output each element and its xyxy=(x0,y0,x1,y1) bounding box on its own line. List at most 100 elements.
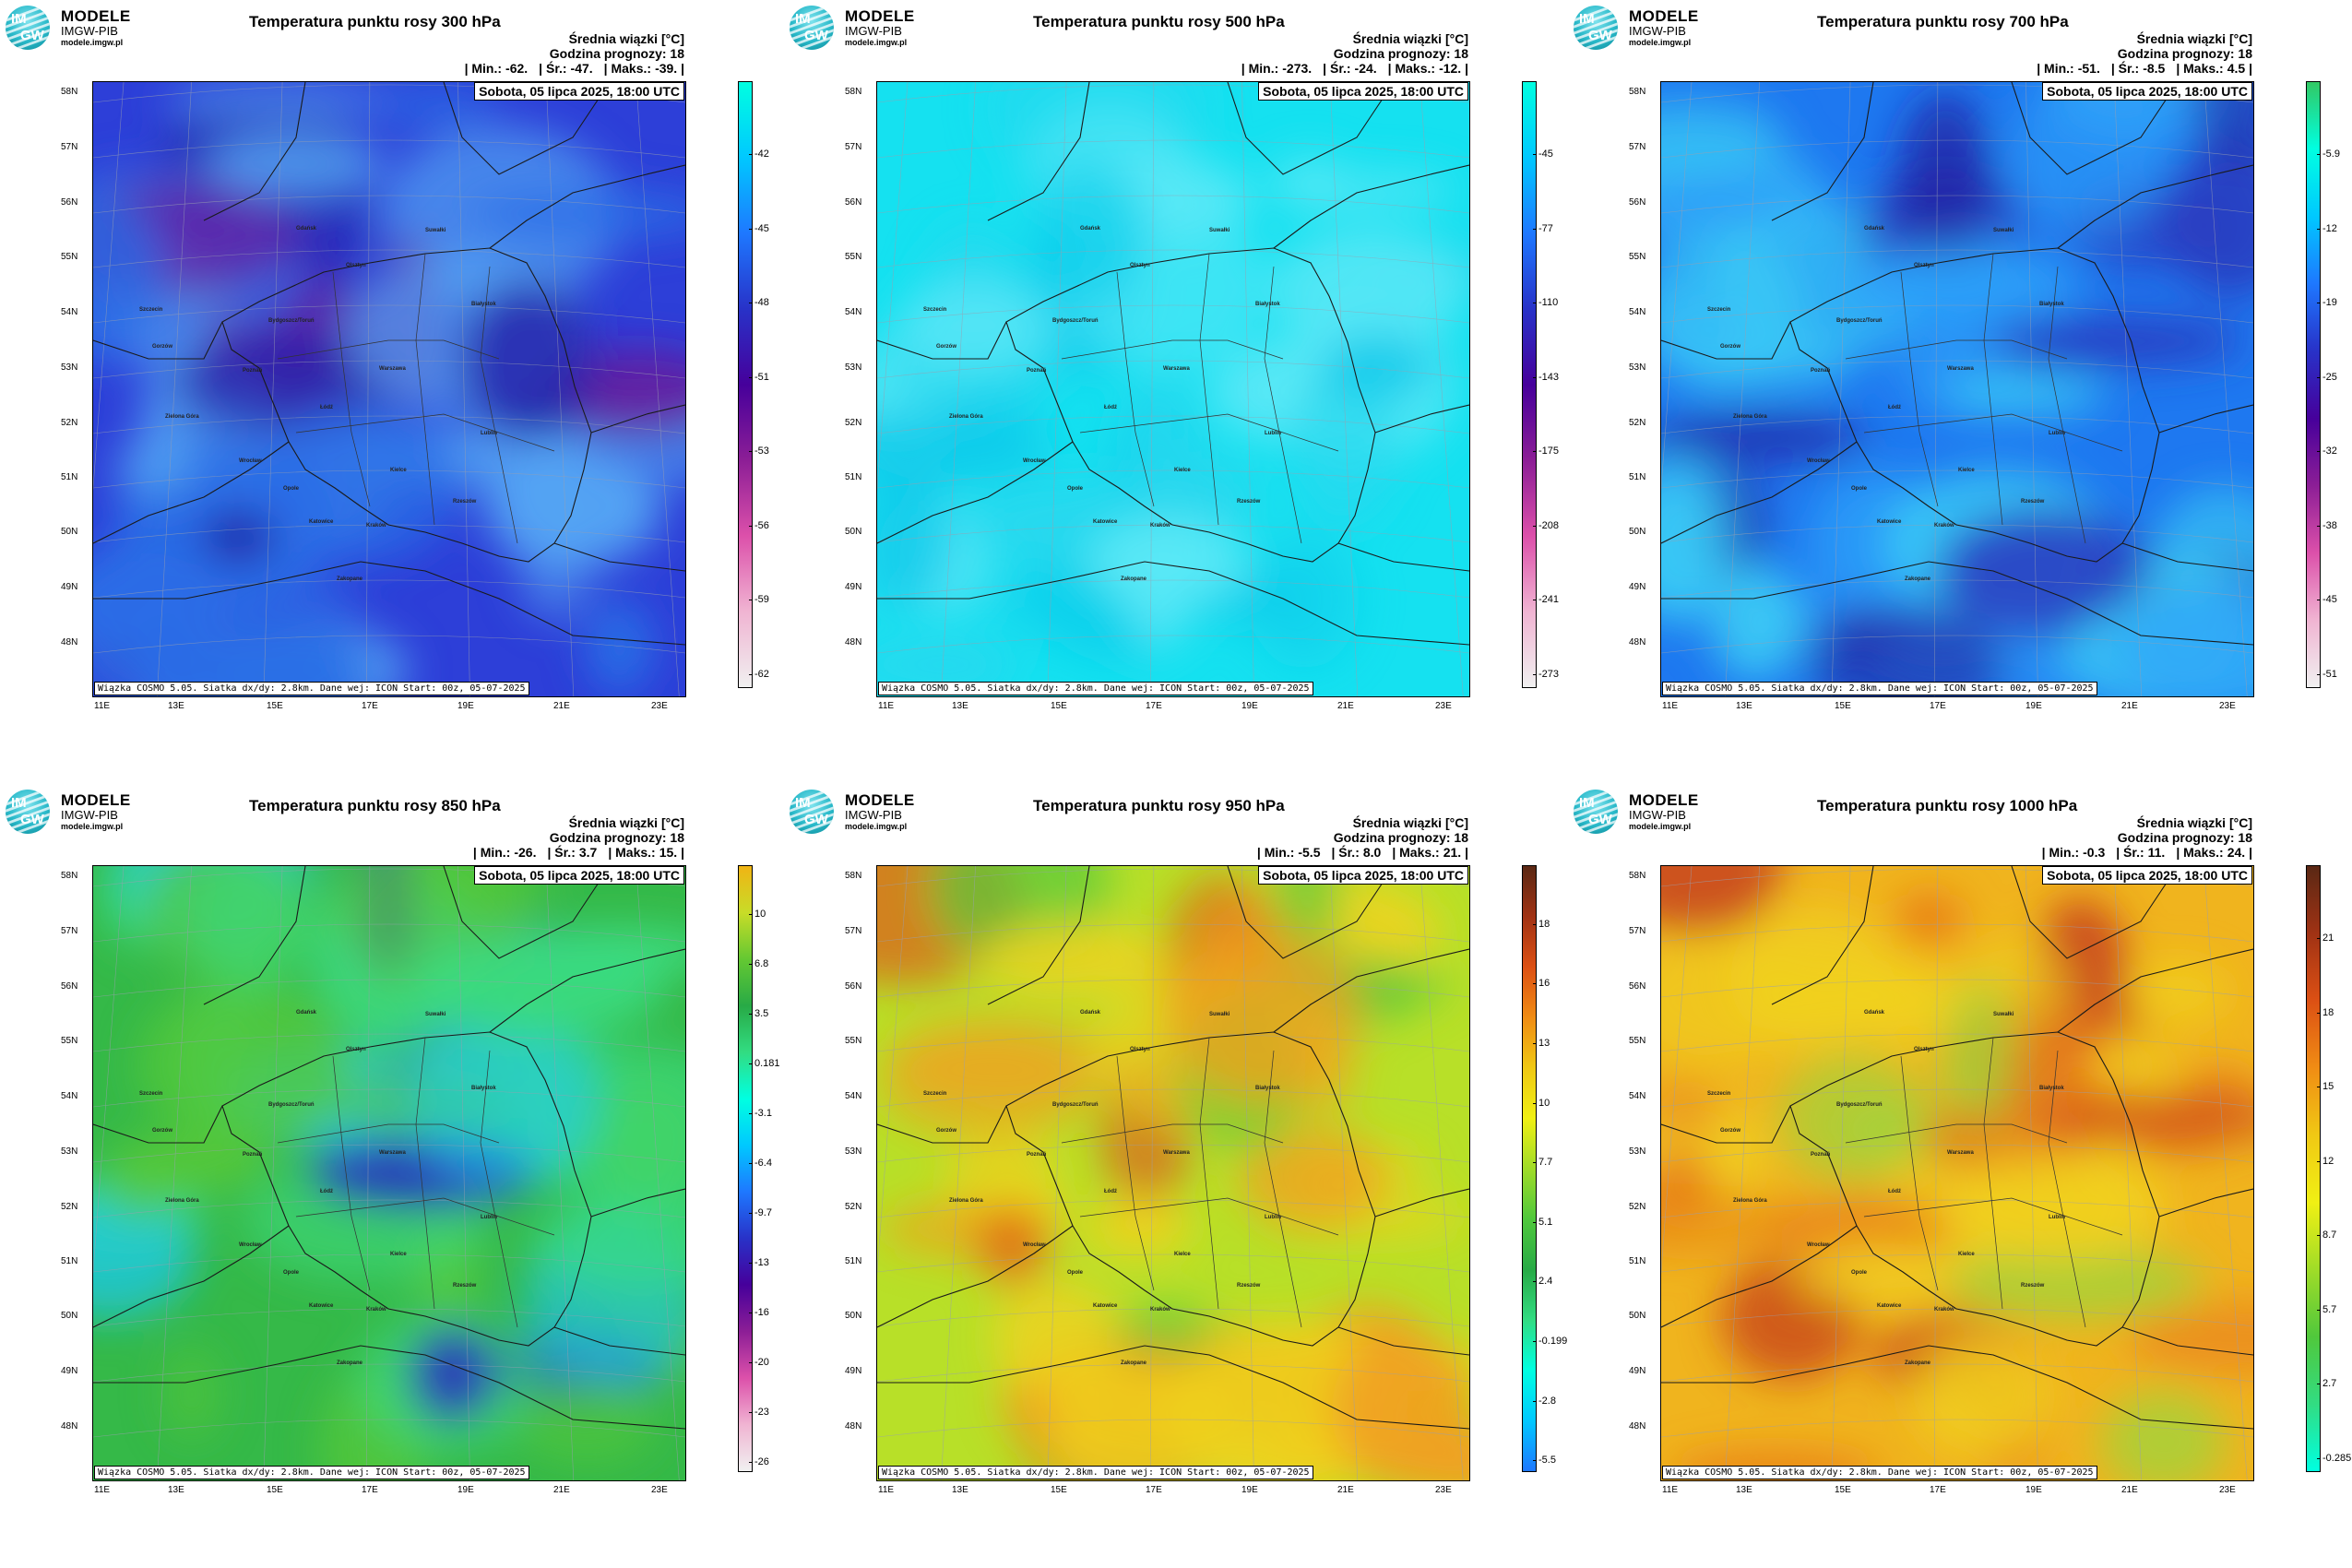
lon-tick-label: 23E xyxy=(1435,701,1452,711)
colorbar xyxy=(1522,865,1537,1472)
country-borders xyxy=(1661,866,2253,1430)
lat-tick-label: 49N xyxy=(845,582,862,592)
map-field xyxy=(877,866,1469,1480)
logo-line-2: IMGW-PIB xyxy=(61,808,118,822)
city-label: Katowice xyxy=(1093,519,1118,525)
colorbar-tick-label: -175 xyxy=(1532,445,1560,457)
imgw-logo[interactable]: IM GW MODELE IMGW-PIB modele.imgw.pl xyxy=(790,790,928,836)
lat-tick-label: 55N xyxy=(1629,252,1646,262)
field-blobs xyxy=(1661,866,2253,1480)
map-area[interactable]: Gdańsk Suwałki Olsztyn Szczecin Białystok Byd… xyxy=(92,81,686,697)
colorbar-tick-label: 5.7 xyxy=(2316,1303,2337,1315)
subtitle-forecast-hour: Godzina prognozy: 18 xyxy=(1333,46,1468,61)
lat-tick-label: 55N xyxy=(845,1036,862,1046)
lon-tick-label: 15E xyxy=(267,701,283,711)
city-label: Bydgoszcz/Toruń xyxy=(1836,1102,1883,1108)
lon-tick-label: 19E xyxy=(1241,701,1258,711)
footer-info: Wiązka COSMO 5.05. Siatka dx/dy: 2.8km. … xyxy=(878,682,1313,695)
lon-tick-label: 19E xyxy=(457,1485,474,1495)
panel-title: Temperatura punktu rosy 850 hPa xyxy=(249,797,501,814)
field-blobs xyxy=(93,82,685,696)
date-label: Sobota, 05 lipca 2025, 18:00 UTC xyxy=(474,866,684,885)
imgw-logo[interactable]: IM GW MODELE IMGW-PIB modele.imgw.pl xyxy=(6,6,144,52)
lon-tick-label: 11E xyxy=(1662,1485,1679,1495)
lon-tick-label: 23E xyxy=(2219,1485,2236,1495)
city-label: Lublin xyxy=(481,431,497,436)
lat-tick-label: 52N xyxy=(61,418,78,428)
colorbar-tick-label: 21 xyxy=(2316,932,2334,944)
lat-tick-label: 52N xyxy=(1629,418,1646,428)
logo-line-3[interactable]: modele.imgw.pl xyxy=(61,38,124,47)
footer-info: Wiązka COSMO 5.05. Siatka dx/dy: 2.8km. … xyxy=(94,1466,529,1479)
imgw-logo[interactable]: IM GW MODELE IMGW-PIB modele.imgw.pl xyxy=(1574,6,1712,52)
colorbar-tick-label: -6.4 xyxy=(749,1157,772,1169)
stat-avg-value: 3.7 xyxy=(578,845,598,860)
logo-line-3[interactable]: modele.imgw.pl xyxy=(61,822,124,831)
colorbar-tick-label: -0.199 xyxy=(1532,1336,1568,1348)
logo-line-3[interactable]: modele.imgw.pl xyxy=(845,38,908,47)
logo-line-3[interactable]: modele.imgw.pl xyxy=(1629,38,1692,47)
city-label: Zakopane xyxy=(337,576,363,582)
colorbar-tick-label: -77 xyxy=(1533,222,1553,234)
map-area[interactable]: Gdańsk Suwałki Olsztyn Szczecin Białystok Byd… xyxy=(1660,81,2254,697)
lon-tick-label: 17E xyxy=(1930,701,1946,711)
city-label: Suwałki xyxy=(1209,228,1230,233)
colorbar-tick-label: -48 xyxy=(749,297,769,309)
city-label: Bydgoszcz/Toruń xyxy=(268,318,315,324)
imgw-logo[interactable]: IM GW MODELE IMGW-PIB modele.imgw.pl xyxy=(790,6,928,52)
logo-line-3[interactable]: modele.imgw.pl xyxy=(845,822,908,831)
lon-tick-label: 13E xyxy=(952,1485,968,1495)
city-label: Gdańsk xyxy=(296,1010,317,1016)
footer-info: Wiązka COSMO 5.05. Siatka dx/dy: 2.8km. … xyxy=(878,1466,1313,1479)
map-panel: IM GW MODELE IMGW-PIB modele.imgw.pl Temperat… xyxy=(1568,784,2352,1568)
stat-min-value: -273. xyxy=(1282,61,1313,76)
stat-max-value: -12. | xyxy=(1439,61,1468,76)
stat-min-label: | Min.: xyxy=(2041,845,2080,860)
city-label: Zakopane xyxy=(1905,576,1931,582)
map-area[interactable]: Gdańsk Suwałki Olsztyn Szczecin Białystok Byd… xyxy=(92,865,686,1481)
city-label: Białystok xyxy=(2039,1086,2064,1091)
logo-line-1: MODELE xyxy=(845,7,915,25)
lat-tick-label: 58N xyxy=(61,87,78,97)
colorbar-tick-label: 8.7 xyxy=(2316,1229,2337,1241)
lat-tick-label: 54N xyxy=(61,307,78,317)
country-borders xyxy=(93,866,685,1430)
stat-max-label: | Maks.: xyxy=(1387,61,1436,76)
colorbar-tick-label: -3.1 xyxy=(749,1107,772,1119)
logo-line-1: MODELE xyxy=(845,791,915,809)
panel-title: Temperatura punktu rosy 300 hPa xyxy=(249,13,501,30)
logo-line-1: MODELE xyxy=(61,791,131,809)
colorbar-tick-label: -42 xyxy=(749,148,769,160)
map-panel: IM GW MODELE IMGW-PIB modele.imgw.pl Temperat… xyxy=(784,0,1568,784)
stat-max-value: 15. | xyxy=(659,845,684,860)
lon-tick-label: 11E xyxy=(94,1485,111,1495)
stat-max-value: 4.5 | xyxy=(2227,61,2252,76)
lat-tick-label: 54N xyxy=(845,307,862,317)
imgw-logo[interactable]: IM GW MODELE IMGW-PIB modele.imgw.pl xyxy=(6,790,144,836)
map-area[interactable]: Gdańsk Suwałki Olsztyn Szczecin Białystok Byd… xyxy=(876,865,1470,1481)
logo-line-3[interactable]: modele.imgw.pl xyxy=(1629,822,1692,831)
lat-tick-label: 51N xyxy=(61,1256,78,1266)
city-label: Opole xyxy=(283,1270,300,1276)
colorbar-tick-label: -23 xyxy=(749,1406,769,1418)
logo-icon-text-bottom: GW xyxy=(804,28,828,43)
colorbar xyxy=(2306,865,2321,1472)
map-field xyxy=(877,82,1469,696)
city-label: Wrocław xyxy=(1807,458,1830,464)
stat-min-value: -62. xyxy=(505,61,529,76)
lat-tick-label: 49N xyxy=(61,1366,78,1376)
map-area[interactable]: Gdańsk Suwałki Olsztyn Szczecin Białystok Byd… xyxy=(876,81,1470,697)
city-label: Warszawa xyxy=(1163,366,1190,372)
map-area[interactable]: Gdańsk Suwałki Olsztyn Szczecin Białystok Byd… xyxy=(1660,865,2254,1481)
lat-tick-label: 55N xyxy=(1629,1036,1646,1046)
stat-min-value: -0.3 xyxy=(2083,845,2106,860)
lat-tick-label: 54N xyxy=(1629,1091,1646,1101)
city-label: Opole xyxy=(1851,486,1868,492)
stat-max-value: 21. | xyxy=(1443,845,1468,860)
lat-tick-label: 49N xyxy=(1629,1366,1646,1376)
colorbar-tick-label: 18 xyxy=(2316,1006,2334,1018)
colorbar-tick-label: -12 xyxy=(2317,222,2337,234)
imgw-logo[interactable]: IM GW MODELE IMGW-PIB modele.imgw.pl xyxy=(1574,790,1712,836)
city-label: Szczecin xyxy=(1707,307,1731,313)
city-label: Kraków xyxy=(366,523,386,529)
